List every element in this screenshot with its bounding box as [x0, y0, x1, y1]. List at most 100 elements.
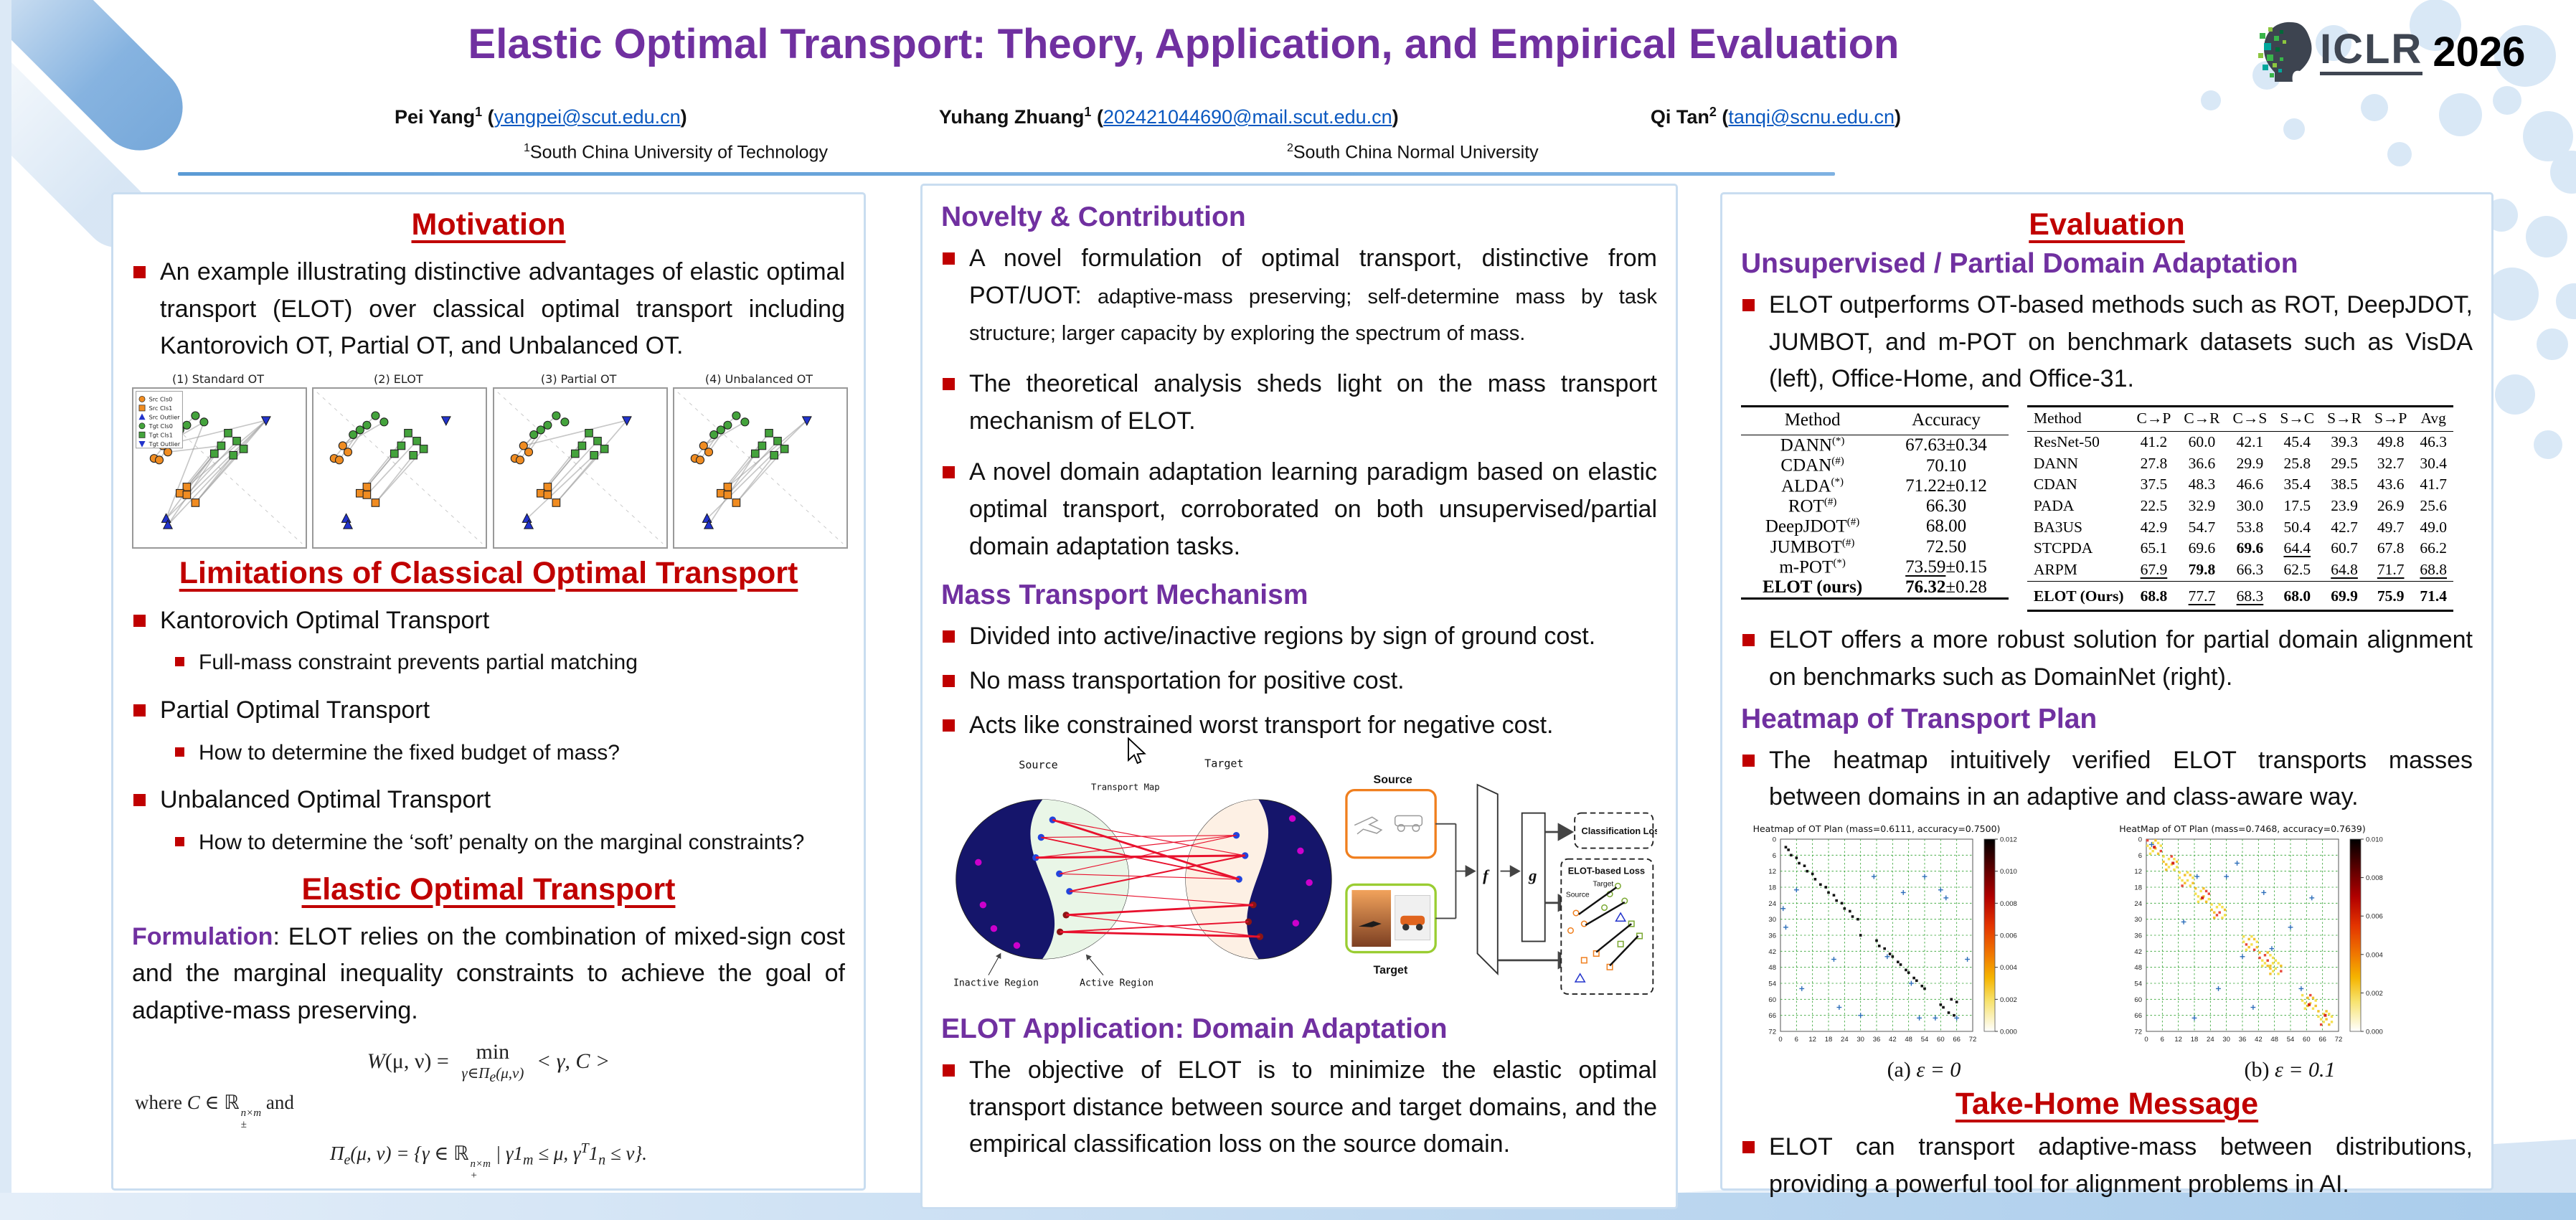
- svg-text:18: 18: [2134, 884, 2142, 892]
- svg-text:Heatmap of OT Plan (mass=0.611: Heatmap of OT Plan (mass=0.6111, accurac…: [1753, 823, 2001, 834]
- bullet-marker: [1742, 634, 1755, 647]
- svg-text:36: 36: [2134, 932, 2142, 940]
- decor-dot: [2537, 328, 2568, 360]
- svg-text:30: 30: [2222, 1036, 2230, 1044]
- author-email-link[interactable]: tanqi@scnu.edu.cn: [1728, 106, 1895, 128]
- svg-text:Src Cls1: Src Cls1: [149, 405, 173, 412]
- ot-subplot-title: (4) Unbalanced OT: [704, 372, 813, 387]
- svg-text:36: 36: [2239, 1036, 2247, 1044]
- svg-text:18: 18: [1768, 884, 1776, 892]
- section-title-limitations: Limitations of Classical Optimal Transpo…: [179, 555, 798, 590]
- svg-text:6: 6: [1795, 1036, 1798, 1044]
- limitation-item: Partial Optimal Transport: [132, 692, 845, 729]
- panel-contribution: Novelty & Contribution A novel formulati…: [920, 184, 1678, 1209]
- panel-evaluation: Evaluation Unsupervised / Partial Domain…: [1720, 192, 2494, 1198]
- equation-elot: W(μ, ν) = min γ∈Πe(μ,ν) < γ, C >: [367, 1039, 610, 1085]
- svg-text:0.008: 0.008: [2366, 874, 2383, 882]
- svg-text:0.002: 0.002: [2366, 990, 2383, 998]
- svg-text:0: 0: [2144, 1036, 2148, 1044]
- svg-text:60: 60: [2303, 1036, 2311, 1044]
- svg-text:Inactive Region: Inactive Region: [953, 978, 1039, 989]
- heatmap-b-caption: (b) ε = 0.1: [2244, 1057, 2336, 1082]
- svg-text:42: 42: [1768, 948, 1776, 956]
- svg-text:24: 24: [1841, 1036, 1849, 1044]
- motivation-text: An example illustrating distinctive adva…: [160, 258, 845, 360]
- svg-text:12: 12: [2134, 868, 2142, 876]
- svg-text:0.012: 0.012: [2000, 836, 2017, 843]
- author-email-link[interactable]: yangpei@scut.edu.cn: [494, 106, 681, 128]
- header-divider: [178, 172, 1835, 176]
- mechanism-bullet-2: No mass transportation for positive cost…: [941, 663, 1657, 700]
- svg-text:Target: Target: [1204, 757, 1243, 770]
- svg-text:f: f: [1483, 866, 1490, 884]
- ot-subplot: (2) ELOT: [312, 372, 488, 549]
- svg-text:0.004: 0.004: [2000, 964, 2017, 972]
- svg-text:72: 72: [2134, 1028, 2142, 1036]
- mouse-cursor: [1128, 737, 1146, 765]
- author-email-link[interactable]: 202421044690@mail.scut.edu.cn: [1103, 106, 1392, 128]
- svg-text:0: 0: [1773, 836, 1776, 843]
- svg-text:g: g: [1528, 866, 1537, 884]
- section-title-application: ELOT Application: Domain Adaptation: [941, 1013, 1448, 1044]
- svg-text:Tgt Cls0: Tgt Cls0: [148, 422, 173, 430]
- svg-text:60: 60: [2134, 996, 2142, 1004]
- svg-text:54: 54: [1768, 980, 1776, 988]
- svg-text:54: 54: [2134, 980, 2142, 988]
- ot-subplot: (1) Standard OT Src Cls0 Src Cls1 Src Outli…: [132, 372, 307, 549]
- visda-results-table: Method Accuracy DANN(*) 67.63±0.34 CDAN(#) 70…: [1741, 405, 2009, 600]
- svg-text:66: 66: [1953, 1036, 1961, 1044]
- limitation-item: Kantorovich Optimal Transport: [132, 602, 845, 640]
- author-3: Qi Tan2 (tanqi@scnu.edu.cn): [1651, 105, 1901, 128]
- svg-text:18: 18: [2191, 1036, 2199, 1044]
- svg-text:Source: Source: [1019, 759, 1057, 772]
- results-tables: Method Accuracy DANN(*) 67.63±0.34 CDAN(#) 70…: [1741, 405, 2473, 612]
- bullet-marker: [1742, 299, 1755, 311]
- bullet-marker: [1742, 1140, 1755, 1153]
- svg-text:66: 66: [1768, 1012, 1776, 1020]
- svg-text:Tgt Cls1: Tgt Cls1: [148, 431, 173, 438]
- paren: (: [487, 106, 494, 128]
- svg-text:0.006: 0.006: [2000, 932, 2017, 940]
- limitation-item: Unbalanced Optimal Transport: [132, 782, 845, 819]
- paren: (: [1722, 106, 1729, 128]
- svg-text:42: 42: [1889, 1036, 1897, 1044]
- author-sup: 2: [1709, 105, 1717, 119]
- svg-text:18: 18: [1825, 1036, 1833, 1044]
- iclr-logo: ICLR 2026: [2254, 19, 2525, 85]
- bullet-marker: [943, 630, 955, 643]
- section-title-evaluation: Evaluation: [2029, 207, 2185, 242]
- author-name: Qi Tan: [1650, 106, 1709, 128]
- bullet-marker: [175, 657, 184, 667]
- ot-subplot-title: (1) Standard OT: [172, 372, 264, 387]
- section-title-elot: Elastic Optimal Transport: [301, 871, 676, 907]
- author-sup: 1: [475, 105, 483, 119]
- takehome-bullet: ELOT can transport adaptive-mass between…: [1741, 1129, 2473, 1203]
- svg-text:60: 60: [1937, 1036, 1945, 1044]
- svg-text:HeatMap of OT Plan (mass=0.746: HeatMap of OT Plan (mass=0.7468, accurac…: [2119, 823, 2365, 834]
- svg-text:Source: Source: [1566, 892, 1590, 899]
- svg-text:Src Cls0: Src Cls0: [149, 396, 173, 403]
- svg-text:0.004: 0.004: [2366, 951, 2383, 959]
- svg-text:Tgt Outlier: Tgt Outlier: [148, 440, 181, 448]
- decor-dot: [2556, 283, 2576, 319]
- svg-text:12: 12: [1768, 868, 1776, 876]
- svg-text:30: 30: [1768, 916, 1776, 924]
- decor-left-edge: [0, 0, 11, 1220]
- section-title-uda: Unsupervised / Partial Domain Adaptation: [1741, 248, 2298, 279]
- novelty-bullet-3: A novel domain adaptation learning parad…: [941, 454, 1657, 565]
- paren: ): [1392, 106, 1399, 128]
- author-1: Pei Yang1 (yangpei@scut.edu.cn): [395, 105, 687, 128]
- svg-text:42: 42: [2134, 948, 2142, 956]
- bullet-marker: [1742, 754, 1755, 767]
- decor-dot: [2410, 0, 2461, 51]
- decor-dot: [2283, 118, 2305, 140]
- svg-text:48: 48: [2270, 1036, 2278, 1044]
- bullet-marker: [943, 378, 955, 391]
- svg-text:Active Region: Active Region: [1080, 978, 1153, 989]
- svg-text:Source: Source: [1374, 775, 1412, 787]
- pda-bullet: ELOT offers a more robust solution for p…: [1741, 622, 2473, 696]
- author-row: Pei Yang1 (yangpei@scut.edu.cn) Yuhang Z…: [395, 105, 1901, 128]
- svg-text:Src Outlier: Src Outlier: [149, 413, 181, 420]
- heatmap-figures: Heatmap of OT Plan (mass=0.6111, accurac…: [1741, 823, 2473, 1082]
